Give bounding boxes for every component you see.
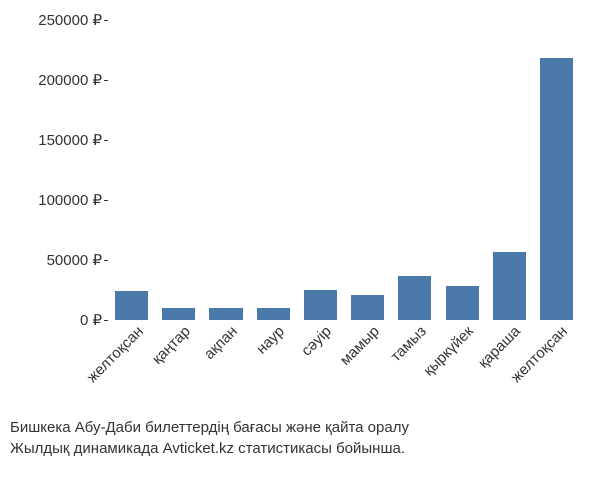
bar	[351, 295, 384, 320]
bar	[209, 308, 242, 320]
chart-caption: Бишкека Абу-Даби билеттердің бағасы және…	[10, 417, 409, 461]
bar-slot: желтоқсан	[533, 20, 580, 320]
y-tick-label: 0 ₽	[80, 311, 102, 329]
bar	[398, 276, 431, 320]
x-tick-label: қаңтар	[149, 323, 194, 368]
bars-container: желтоқсанқаңтарақпаннаурсәуірмамыртамызқ…	[108, 20, 580, 320]
x-tick-label: сәуір	[298, 323, 335, 360]
bar	[493, 252, 526, 320]
x-tick-label: мамыр	[336, 323, 382, 369]
y-tick-label: 100000 ₽	[38, 191, 102, 209]
x-tick-label: ақпан	[201, 323, 241, 363]
bar-slot: ақпан	[202, 20, 249, 320]
bar	[540, 58, 573, 320]
caption-line: Бишкека Абу-Даби билеттердің бағасы және…	[10, 417, 409, 439]
y-tick-label: 50000 ₽	[47, 251, 102, 269]
bar-slot: наур	[250, 20, 297, 320]
x-tick-label: наур	[253, 323, 288, 358]
y-tick-mark	[104, 320, 108, 321]
bar-slot: сәуір	[297, 20, 344, 320]
y-tick-label: 250000 ₽	[38, 11, 102, 29]
caption-line: Жылдық динамикада Avticket.kz статистика…	[10, 438, 409, 460]
x-tick-label: желтоқсан	[83, 323, 146, 386]
bar	[162, 308, 195, 320]
y-tick-label: 200000 ₽	[38, 71, 102, 89]
bar-slot: қаңтар	[155, 20, 202, 320]
x-tick-label: тамыз	[387, 323, 429, 365]
x-tick-label: қыркүйек	[420, 323, 477, 380]
bar-slot: қараша	[486, 20, 533, 320]
bar	[446, 286, 479, 320]
bar-slot: желтоқсан	[108, 20, 155, 320]
chart-plot: желтоқсанқаңтарақпаннаурсәуірмамыртамызқ…	[108, 20, 580, 320]
bar	[304, 290, 337, 320]
bar-slot: мамыр	[344, 20, 391, 320]
bar	[115, 291, 148, 320]
bar	[257, 308, 290, 320]
bar-slot: тамыз	[391, 20, 438, 320]
y-tick-label: 150000 ₽	[38, 131, 102, 149]
bar-slot: қыркүйек	[438, 20, 485, 320]
